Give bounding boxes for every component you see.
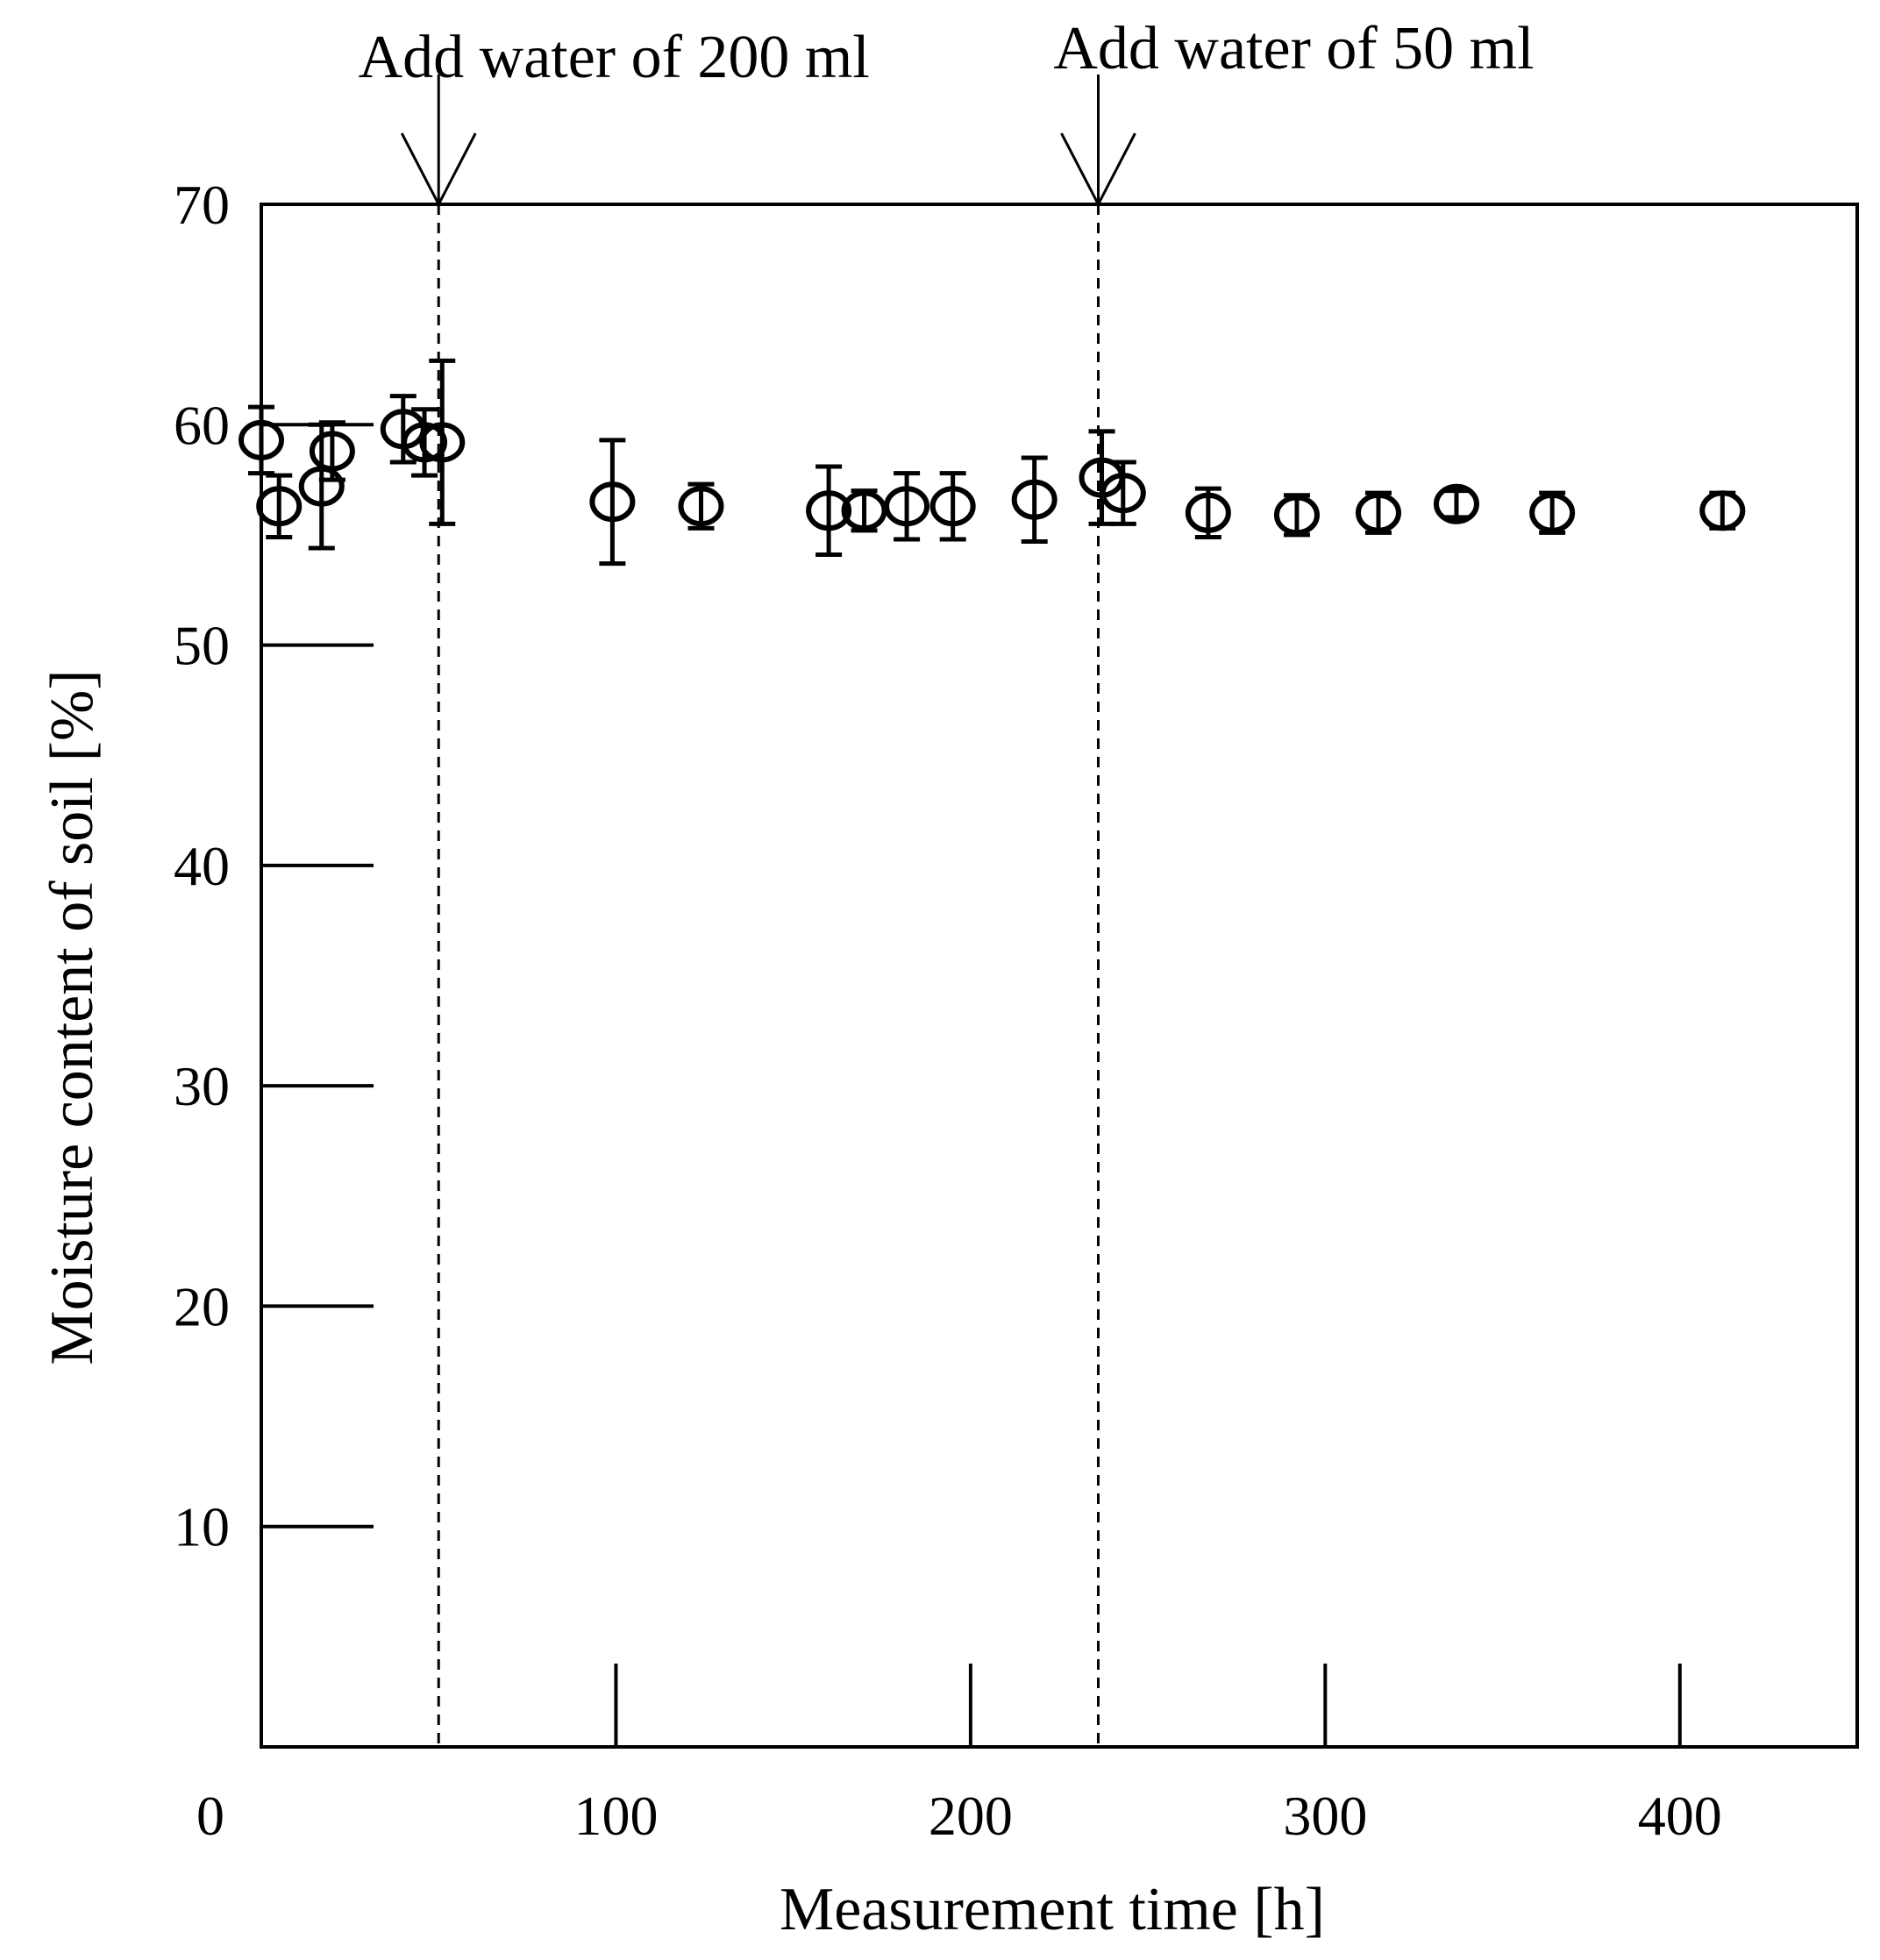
y-tick-label-40: 40: [174, 835, 230, 897]
data-point: [1185, 486, 1231, 539]
point-marker: [884, 486, 930, 527]
point-marker: [419, 422, 466, 463]
data-point: [589, 438, 636, 567]
data-point: [1433, 483, 1479, 524]
y-axis-title: Moisture content of soil [%]: [39, 669, 106, 1365]
point-marker: [239, 419, 284, 460]
data-point: [678, 481, 724, 531]
x-tick-label-400: 400: [1638, 1785, 1722, 1847]
point-marker: [1273, 495, 1320, 536]
annotation-lines: [400, 75, 1136, 1747]
point-marker: [1529, 492, 1576, 533]
data-point: [309, 420, 355, 482]
y-tick-label-10: 10: [174, 1496, 230, 1558]
point-marker: [806, 490, 852, 531]
x-tick-label-200: 200: [929, 1785, 1013, 1847]
annotation-add-water-200: Add water of 200 ml: [359, 24, 870, 91]
y-tick-label-30: 30: [174, 1055, 230, 1117]
data-point: [806, 464, 852, 558]
data-point: [1699, 490, 1746, 531]
data-point: [1529, 490, 1576, 535]
axis-ticks: [261, 423, 1682, 1747]
data-point: [256, 473, 303, 539]
x-axis-title: Measurement time [h]: [780, 1876, 1325, 1943]
point-marker: [256, 486, 303, 527]
x-tick-label-300: 300: [1283, 1785, 1367, 1847]
point-marker: [1011, 479, 1058, 520]
data-point: [1356, 490, 1401, 535]
point-marker: [1100, 473, 1146, 514]
x-tick-label-100: 100: [573, 1785, 658, 1847]
data-point: [380, 394, 426, 465]
point-marker: [1433, 483, 1479, 524]
x-tick-label-0: 0: [196, 1785, 224, 1847]
data-point: [841, 488, 887, 533]
tick-labels: 0 100 200 300 400 10 20 30 40 50 60 70: [174, 174, 1722, 1847]
point-marker: [1699, 490, 1746, 531]
annotation-add-water-50: Add water of 50 ml: [1053, 15, 1534, 82]
data-point: [1273, 493, 1320, 538]
point-marker: [309, 431, 355, 472]
data-point: [884, 471, 930, 542]
data-point: [298, 422, 345, 551]
y-tick-label-70: 70: [174, 174, 230, 236]
data-point: [1100, 460, 1146, 526]
plot-frame: [260, 203, 1859, 1749]
point-marker: [841, 490, 887, 531]
point-marker: [589, 481, 636, 523]
data-point: [239, 404, 284, 476]
point-marker: [1185, 492, 1231, 533]
point-marker: [678, 486, 724, 527]
point-marker: [402, 422, 448, 463]
y-tick-label-50: 50: [174, 615, 230, 677]
data-point: [1011, 455, 1058, 544]
data-points: [239, 358, 1746, 567]
point-marker: [1356, 492, 1401, 533]
y-tick-label-60: 60: [174, 394, 230, 456]
y-tick-label-20: 20: [174, 1275, 230, 1337]
point-marker: [929, 486, 976, 527]
data-point: [929, 471, 976, 542]
data-point: [419, 358, 466, 526]
